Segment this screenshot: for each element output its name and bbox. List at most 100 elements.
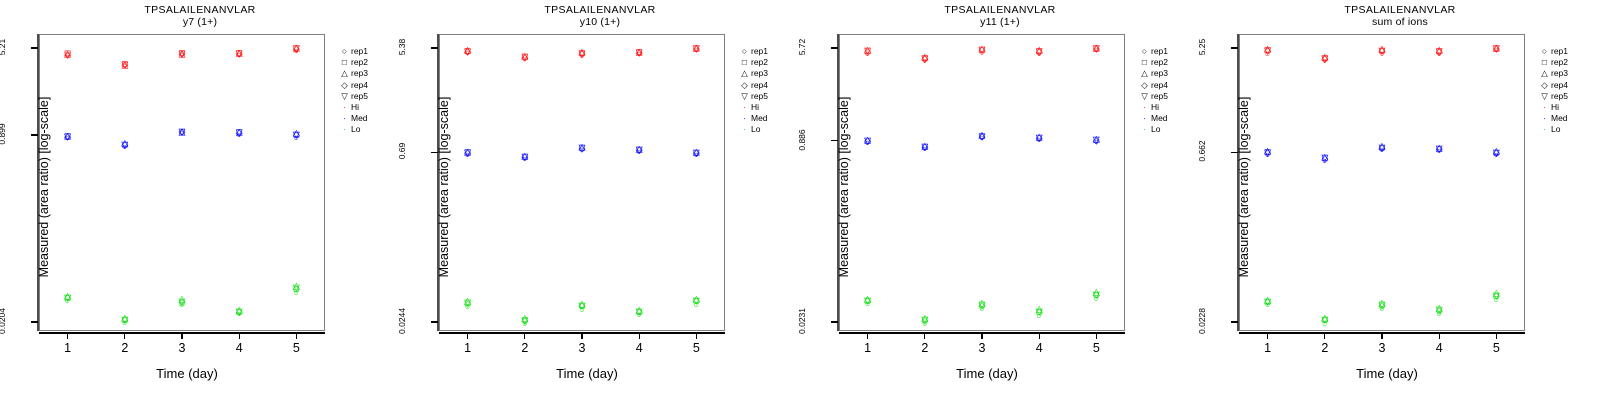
legend-item[interactable]: · Med [1138,113,1196,124]
data-point-diamond-open-icon: ◇ [1492,43,1500,54]
data-point-diamond-open-icon: ◇ [1378,300,1386,311]
legend-item[interactable]: □ rep2 [338,57,396,68]
legend-item[interactable]: △ rep3 [1138,68,1196,79]
legend-item[interactable]: □ rep2 [1538,57,1596,68]
y-axis-tick [431,321,438,323]
data-point-circle-open-icon: ○ [122,60,128,71]
legend-item[interactable]: ◇ rep4 [1138,80,1196,91]
data-point-circle-open-icon: ○ [579,304,585,315]
legend-item[interactable]: ◇ rep4 [338,80,396,91]
data-point-triangle-up-open-icon: △ [64,48,72,59]
data-point-square-open-icon: □ [1379,45,1385,56]
legend-item-label: rep2 [1151,57,1169,68]
y-axis-title-holder: Measured (area ratio) [log-scale] [410,0,451,360]
data-point-circle-open-icon: ○ [1493,44,1500,55]
data-point-diamond-open-icon: ◇ [864,135,872,146]
data-point-triangle-up-open-icon: △ [1264,43,1272,54]
data-point-triangle-down-open-icon: ▽ [1035,46,1043,57]
data-point-square-open-icon: □ [1093,134,1100,145]
x-axis-tick-label: 2 [521,341,529,355]
legend-item[interactable]: · Lo [1138,124,1196,135]
data-point-diamond-open-icon: ◇ [1035,46,1043,57]
data-point-triangle-down-open-icon: ▽ [1092,43,1100,54]
legend-item[interactable]: · Lo [338,124,396,135]
legend-item[interactable]: △ rep3 [738,68,796,79]
x-axis-title: Time (day) [956,366,1018,381]
legend-item[interactable]: · Hi [1138,102,1196,113]
data-point-diamond-open-icon: ◇ [1492,290,1500,301]
legend-item-label: Lo [751,124,761,135]
data-point-triangle-up-open-icon: △ [692,42,700,53]
legend-item[interactable]: △ rep3 [1538,68,1596,79]
data-point-circle-open-icon: ○ [979,47,985,58]
data-point-square-open-icon: □ [1322,152,1328,163]
data-point-square-open-icon: □ [1093,289,1100,300]
legend-item[interactable]: ▽ rep5 [1138,91,1196,102]
data-point-circle-open-icon: ○ [579,50,585,61]
legend-item-label: Hi [1551,102,1560,113]
data-point-square-open-icon: □ [579,142,585,153]
data-point-triangle-down-open-icon: ▽ [178,296,186,307]
x-axis-tick-label: 5 [1492,341,1500,355]
data-point-triangle-down-open-icon: ▽ [1378,142,1386,153]
legend-item-label: rep4 [351,79,369,90]
data-point-square-open-icon: □ [522,51,528,62]
y-axis-tick-label: 5.38 [397,38,407,56]
data-point-square-open-icon: □ [1322,52,1328,63]
legend-item[interactable]: □ rep2 [1138,57,1196,68]
data-point-circle-open-icon: ○ [1264,48,1271,59]
triangle-down-open-icon: ▽ [1541,90,1548,101]
triangle-up-open-icon: △ [341,68,348,79]
data-point-triangle-up-open-icon: △ [178,48,186,59]
legend-item[interactable]: □ rep2 [738,57,796,68]
data-point-triangle-down-open-icon: ▽ [1264,147,1272,158]
legend-item[interactable]: ▽ rep5 [738,91,796,102]
data-point-circle-open-icon: ○ [1436,48,1442,59]
triangle-up-open-icon: △ [741,68,748,79]
data-point-diamond-open-icon: ◇ [235,306,243,317]
legend-item[interactable]: ○ rep1 [338,46,396,57]
data-point-triangle-down-open-icon: ▽ [1092,134,1100,145]
legend-item[interactable]: ○ rep1 [1538,46,1596,57]
legend-item[interactable]: ◇ rep4 [1538,80,1596,91]
legend-item[interactable]: ○ rep1 [738,46,796,57]
dot-icon: · [743,102,746,113]
data-point-circle-open-icon: ○ [1036,310,1042,321]
y-axis-tick-label: 0.0244 [397,308,407,334]
legend-item[interactable]: · Lo [1538,124,1596,135]
data-point-square-open-icon: □ [979,130,985,141]
y-axis-tick [31,134,38,136]
data-point-triangle-up-open-icon: △ [635,304,643,315]
x-axis-tick-label: 1 [64,341,72,355]
legend-item[interactable]: · Hi [338,102,396,113]
y-axis-title-holder: Measured (area ratio) [log-scale] [1210,0,1251,360]
dot-icon: · [1543,113,1546,124]
legend-item[interactable]: · Hi [738,102,796,113]
legend-item[interactable]: △ rep3 [338,68,396,79]
data-point-diamond-open-icon: ◇ [921,53,929,64]
data-point-circle-open-icon: ○ [693,149,700,160]
y-axis-tick [1231,321,1238,323]
x-axis-tick-label: 5 [1092,341,1100,355]
data-point-diamond-open-icon: ◇ [578,300,586,311]
x-axis-tick [866,332,869,339]
legend-item[interactable]: ○ rep1 [1138,46,1196,57]
legend-item[interactable]: ◇ rep4 [738,80,796,91]
data-point-circle-open-icon: ○ [1322,318,1328,329]
legend-item[interactable]: ▽ rep5 [338,91,396,102]
data-point-square-open-icon: □ [464,297,471,308]
data-point-square-open-icon: □ [579,47,585,58]
legend-item[interactable]: · Med [1538,113,1596,124]
legend-item[interactable]: · Med [338,113,396,124]
legend-item[interactable]: · Med [738,113,796,124]
legend-item[interactable]: · Hi [1538,102,1596,113]
legend-item[interactable]: ▽ rep5 [1538,91,1596,102]
legend-item-label: rep3 [351,68,369,79]
x-axis-tick-label: 5 [292,341,300,355]
x-axis-tick-label: 3 [178,341,186,355]
data-point-square-open-icon: □ [579,300,585,311]
data-point-triangle-down-open-icon: ▽ [578,300,586,311]
data-point-circle-open-icon: ○ [1379,303,1385,314]
y-axis-line [837,34,839,331]
legend-item[interactable]: · Lo [738,124,796,135]
